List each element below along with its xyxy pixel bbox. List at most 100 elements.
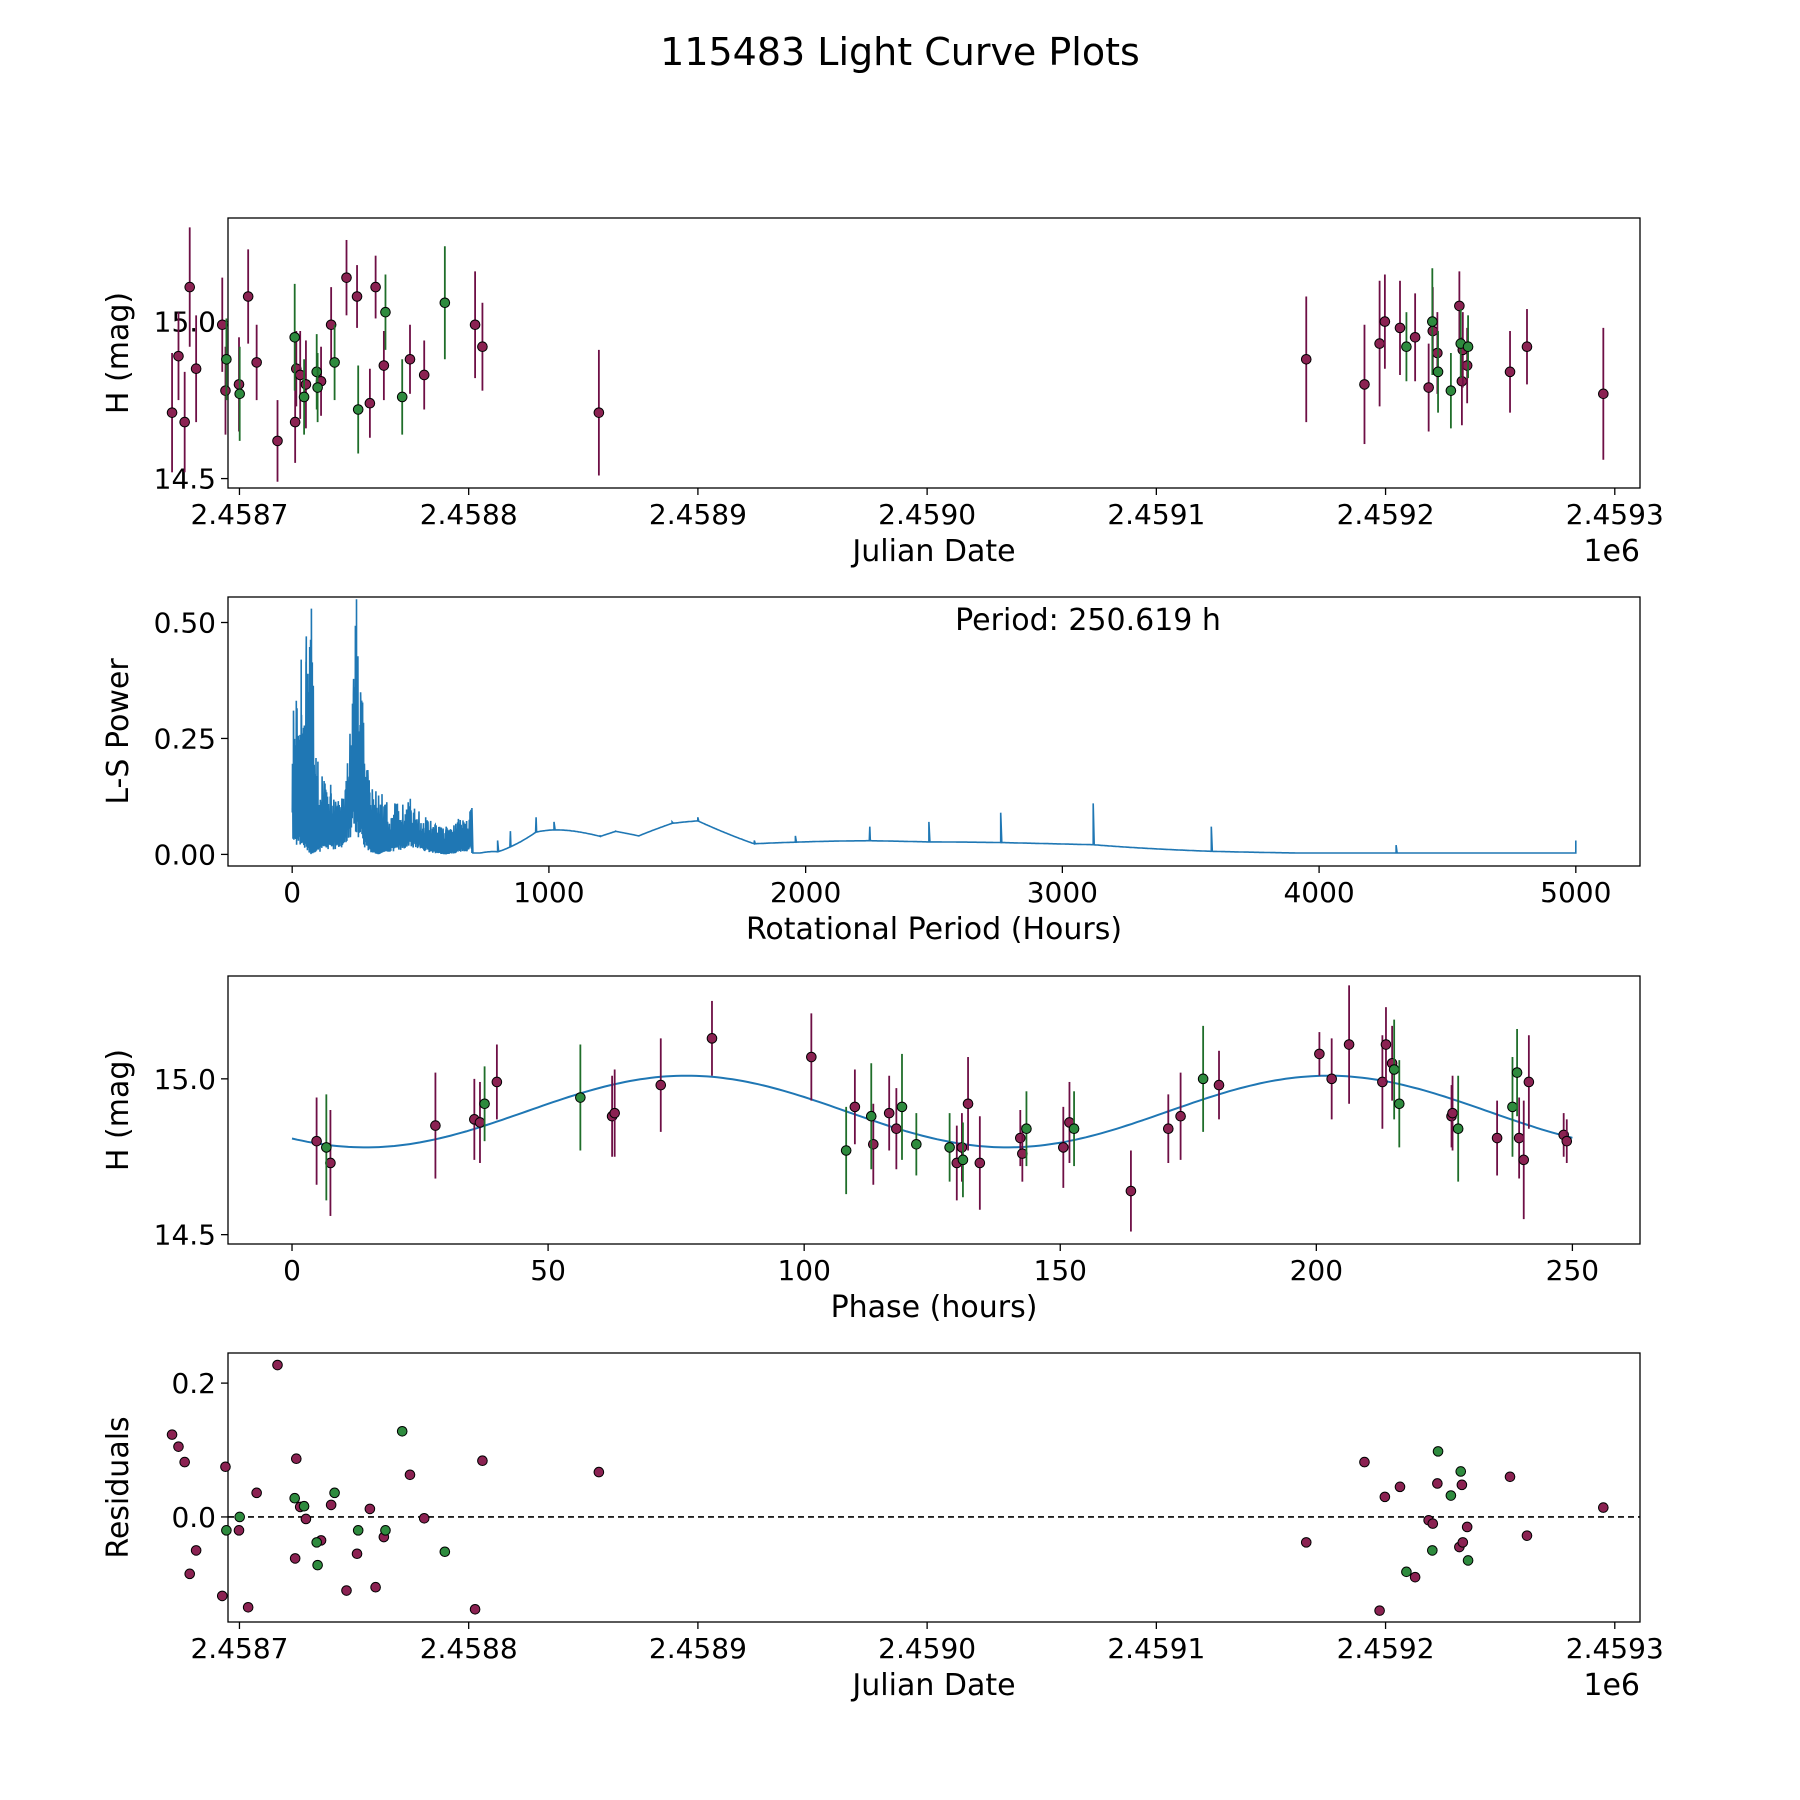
phased-xtick-label: 0 xyxy=(283,1254,301,1287)
periodogram-xtick-label: 3000 xyxy=(1027,876,1098,909)
residuals-point xyxy=(396,1425,408,1437)
lightcurve-point xyxy=(1300,353,1312,365)
residuals-point xyxy=(477,1455,488,1467)
phased-point xyxy=(474,1117,486,1128)
phased-point xyxy=(883,1107,895,1119)
periodogram-ytick-label: 0.00 xyxy=(154,838,216,871)
phased-point xyxy=(865,1110,877,1122)
lightcurve-ytick-label: 15.0 xyxy=(154,306,216,339)
lightcurve-point xyxy=(184,281,196,293)
phased-point xyxy=(1326,1073,1337,1085)
phased-point xyxy=(1380,1039,1392,1050)
residuals-point xyxy=(1521,1530,1533,1541)
lightcurve-point xyxy=(298,391,310,403)
residuals-point xyxy=(1457,1537,1469,1548)
phased-point xyxy=(806,1051,817,1063)
phased-ytick-label: 15.0 xyxy=(154,1063,216,1096)
periodogram-xtick-label: 1000 xyxy=(513,876,584,909)
phased-point xyxy=(1197,1073,1209,1085)
lightcurve-point xyxy=(439,297,451,309)
periodogram-xtick-label: 4000 xyxy=(1283,876,1354,909)
phased-axes-frame xyxy=(227,975,1641,1245)
residuals-point xyxy=(298,1500,310,1512)
residuals-point xyxy=(1455,1466,1467,1477)
phased-point xyxy=(1491,1132,1503,1144)
periodogram-xtick-label: 0 xyxy=(283,876,301,909)
phased-point xyxy=(962,1098,974,1110)
phased-point xyxy=(706,1033,718,1044)
phased-point xyxy=(1125,1185,1137,1197)
lightcurve-point xyxy=(1359,379,1370,390)
lightcurve-point xyxy=(190,363,202,374)
lightcurve-x-offset-label: 1e6 xyxy=(1583,534,1640,569)
lightcurve-point xyxy=(221,353,232,365)
lightcurve-point xyxy=(234,388,245,400)
residuals-point xyxy=(1394,1481,1406,1493)
residuals-series-purple xyxy=(166,1359,1609,1616)
residuals-point xyxy=(329,1487,340,1499)
lightcurve-xtick-label: 2.4589 xyxy=(649,498,747,531)
residuals-point xyxy=(1504,1471,1516,1483)
lightcurve-point xyxy=(1427,316,1438,327)
residuals-point xyxy=(1461,1521,1473,1533)
phased-point xyxy=(321,1142,332,1153)
residuals-point xyxy=(251,1487,262,1499)
residuals-xtick-label: 2.4591 xyxy=(1107,1632,1205,1665)
lightcurve-point xyxy=(312,382,323,393)
phased-point xyxy=(1377,1076,1388,1088)
phased-y-axis-label: H (mag) xyxy=(101,1049,136,1171)
periodogram-axes-frame xyxy=(227,596,1641,867)
lightcurve-point xyxy=(1409,332,1421,343)
phased-xtick-label: 50 xyxy=(530,1254,566,1287)
phased-point xyxy=(1314,1048,1325,1060)
residuals-point xyxy=(220,1461,231,1473)
residuals-point xyxy=(593,1466,605,1478)
lightcurve-point xyxy=(352,404,364,415)
phased-point xyxy=(1393,1098,1405,1110)
lightcurve-point xyxy=(469,319,481,331)
phased-point xyxy=(868,1138,879,1150)
residuals-point xyxy=(1598,1502,1609,1513)
residuals-point xyxy=(234,1511,245,1523)
phased-point xyxy=(311,1135,322,1147)
phased-point xyxy=(956,1142,968,1153)
lightcurve-point xyxy=(477,341,488,353)
residuals-ytick-label: 0.2 xyxy=(171,1367,216,1400)
lightcurve-point xyxy=(220,385,231,396)
residuals-point xyxy=(289,1492,301,1504)
lightcurve-xtick-label: 2.4587 xyxy=(190,498,288,531)
residuals-xtick-label: 2.4593 xyxy=(1566,1632,1664,1665)
residuals-point xyxy=(233,1525,245,1536)
residuals-point xyxy=(1359,1456,1370,1468)
residuals-point xyxy=(221,1525,232,1536)
residuals-point xyxy=(1379,1491,1391,1503)
residuals-xtick-label: 2.4592 xyxy=(1337,1632,1435,1665)
lightcurve-point xyxy=(1521,341,1533,353)
lightcurve-point xyxy=(1454,300,1465,312)
lightcurve-xtick-label: 2.4592 xyxy=(1337,498,1435,531)
residuals-x-axis-label: Julian Date xyxy=(850,1668,1015,1703)
lightcurve-point xyxy=(396,391,408,403)
lightcurve-point xyxy=(1374,338,1385,349)
residuals-point xyxy=(1427,1545,1438,1556)
lightcurve-point xyxy=(404,353,416,365)
phased-panel: 0 50 100 150 200 250 14.5 15.0 Phase (hours) H (m… xyxy=(101,975,1641,1325)
periodogram-panel: 0 1000 2000 3000 4000 5000 0.00 0.25 0.50 Rotatio… xyxy=(101,596,1641,947)
residuals-xtick-label: 2.4587 xyxy=(190,1632,288,1665)
residuals-point xyxy=(312,1559,323,1571)
model-curve xyxy=(291,1074,1573,1149)
residuals-series-green xyxy=(221,1425,1474,1578)
phased-point xyxy=(575,1092,586,1103)
residuals-point xyxy=(351,1548,363,1560)
residuals-point xyxy=(166,1429,178,1440)
lightcurve-point xyxy=(1462,341,1474,353)
lightcurve-panel: 2.4587 2.4588 2.4589 2.4590 2.4591 2.4592 2.45… xyxy=(101,217,1664,569)
lightcurve-point xyxy=(380,306,391,318)
lightcurve-point xyxy=(300,379,312,390)
lightcurve-series-green xyxy=(221,246,1474,454)
phased-point xyxy=(479,1098,490,1110)
lightcurve-point xyxy=(1401,341,1412,353)
residuals-point xyxy=(469,1603,481,1615)
phased-point xyxy=(891,1123,902,1134)
